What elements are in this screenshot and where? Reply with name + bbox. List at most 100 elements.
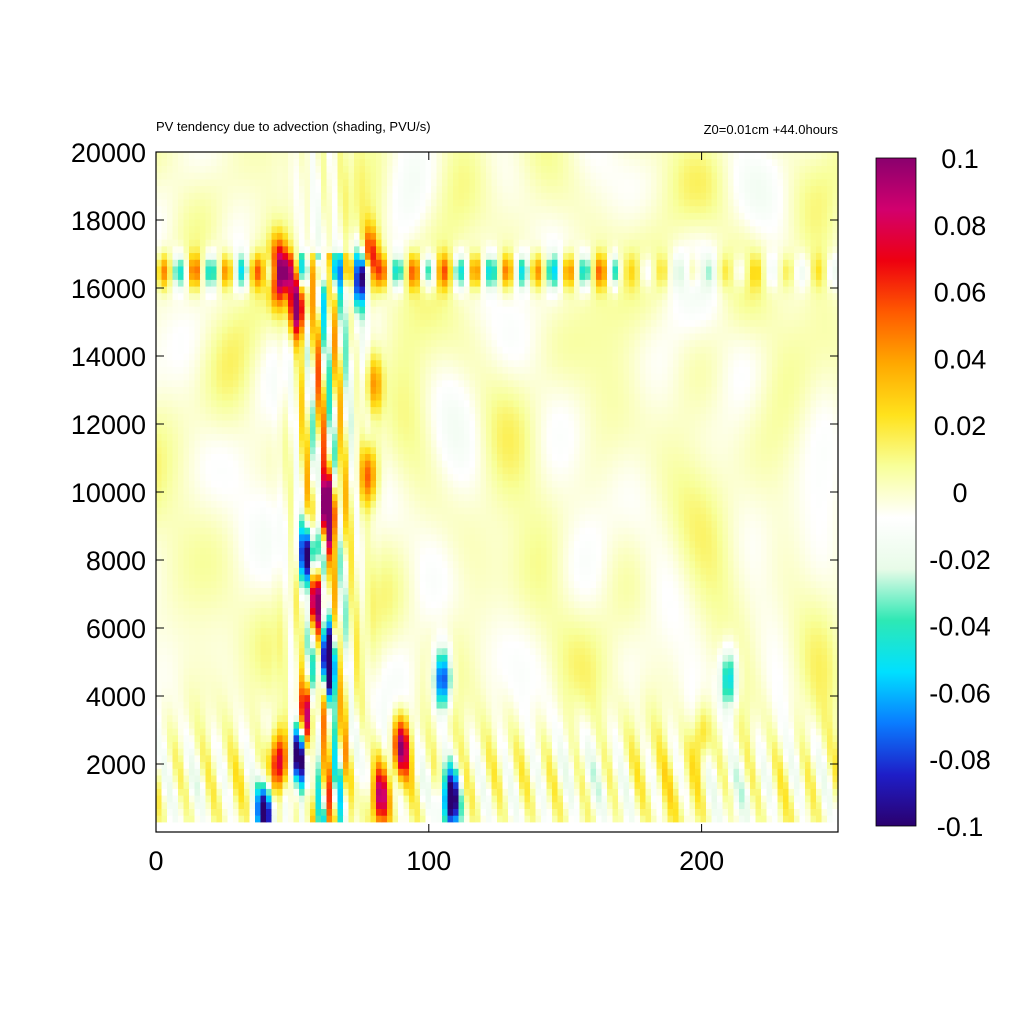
heatmap-cell xyxy=(667,714,674,722)
heatmap-cell xyxy=(579,627,586,635)
heatmap-cell xyxy=(156,594,163,602)
heatmap-cell xyxy=(601,674,608,682)
heatmap-cell xyxy=(409,567,416,575)
heatmap-cell xyxy=(183,748,190,756)
heatmap-cell xyxy=(167,627,174,635)
heatmap-cell xyxy=(398,567,405,575)
heatmap-cell xyxy=(255,754,262,763)
heatmap-cell xyxy=(816,694,823,702)
heatmap-cell xyxy=(607,815,614,823)
heatmap-cell xyxy=(585,687,592,696)
heatmap-cell xyxy=(590,573,597,582)
heatmap-cell xyxy=(645,600,652,609)
heatmap-cell xyxy=(447,600,454,609)
heatmap-cell xyxy=(656,795,663,803)
heatmap-cell xyxy=(431,614,438,622)
heatmap-cell xyxy=(706,580,713,588)
heatmap-cell xyxy=(288,620,295,629)
heatmap-cell xyxy=(282,781,289,789)
heatmap-cell xyxy=(590,801,597,810)
heatmap-cell xyxy=(348,580,355,588)
heatmap-cell xyxy=(502,734,509,743)
heatmap-cell xyxy=(211,815,218,823)
heatmap-cell xyxy=(431,654,438,662)
heatmap-cell xyxy=(552,795,559,803)
heatmap-cell xyxy=(420,560,427,568)
heatmap-cell xyxy=(315,801,322,810)
heatmap-cell xyxy=(332,553,339,562)
heatmap-cell xyxy=(370,560,377,568)
heatmap-cell xyxy=(640,640,647,649)
heatmap-cell xyxy=(172,781,179,789)
heatmap-cell xyxy=(299,573,306,582)
heatmap-cell xyxy=(739,567,746,575)
heatmap-cell xyxy=(216,748,223,756)
heatmap-cell xyxy=(260,620,267,629)
heatmap-cell xyxy=(750,587,757,595)
heatmap-cell xyxy=(200,553,207,562)
heatmap-cell xyxy=(563,567,570,575)
heatmap-cell xyxy=(656,667,663,676)
heatmap-cell xyxy=(442,614,449,622)
heatmap-cell xyxy=(398,674,405,682)
heatmap-cell xyxy=(502,661,509,669)
heatmap-cell xyxy=(414,721,421,729)
heatmap-cell xyxy=(370,654,377,662)
heatmap-cell xyxy=(722,634,729,642)
heatmap-cell xyxy=(585,748,592,756)
heatmap-cell xyxy=(282,587,289,595)
heatmap-cell xyxy=(266,808,273,816)
heatmap-cell xyxy=(794,600,801,609)
heatmap-cell xyxy=(189,748,196,756)
heatmap-cell xyxy=(519,573,526,582)
heatmap-cell xyxy=(227,714,234,722)
heatmap-cell xyxy=(310,640,317,649)
heatmap-cell xyxy=(299,748,306,756)
heatmap-cell xyxy=(348,667,355,676)
heatmap-cell xyxy=(557,761,564,769)
heatmap-cell xyxy=(271,815,278,823)
heatmap-cell xyxy=(431,694,438,702)
heatmap-cell xyxy=(321,774,328,783)
heatmap-cell xyxy=(733,774,740,783)
heatmap-cell xyxy=(717,741,724,749)
heatmap-cell xyxy=(326,781,333,789)
heatmap-cell xyxy=(420,801,427,810)
heatmap-cell xyxy=(821,640,828,649)
heatmap-cell xyxy=(596,808,603,816)
heatmap-cell xyxy=(557,674,564,682)
heatmap-cell xyxy=(700,754,707,763)
heatmap-cell xyxy=(453,815,460,823)
heatmap-cell xyxy=(403,808,410,816)
heatmap-cell xyxy=(546,567,553,575)
heatmap-cell xyxy=(607,788,614,796)
heatmap-cell xyxy=(205,614,212,622)
heatmap-cell xyxy=(552,808,559,816)
heatmap-cell xyxy=(783,714,790,722)
heatmap-cell xyxy=(695,634,702,642)
heatmap-cell xyxy=(557,647,564,655)
heatmap-cell xyxy=(244,667,251,676)
heatmap-cell xyxy=(739,674,746,682)
heatmap-cell xyxy=(700,788,707,796)
heatmap-cell xyxy=(772,687,779,696)
heatmap-cell xyxy=(194,640,201,649)
heatmap-cell xyxy=(750,620,757,629)
heatmap-cell xyxy=(689,553,696,562)
heatmap-cell xyxy=(255,547,262,555)
heatmap-cell xyxy=(447,587,454,595)
heatmap-cell xyxy=(365,721,372,729)
heatmap-cell xyxy=(172,748,179,756)
heatmap-cell xyxy=(502,600,509,609)
heatmap-cell xyxy=(189,694,196,702)
heatmap-cell xyxy=(695,754,702,763)
heatmap-cell xyxy=(403,654,410,662)
heatmap-cell xyxy=(733,553,740,562)
heatmap-cell xyxy=(607,600,614,609)
heatmap-cell xyxy=(161,687,168,696)
heatmap-cell xyxy=(442,681,449,689)
heatmap-cell xyxy=(260,707,267,716)
heatmap-cell xyxy=(508,600,515,609)
heatmap-cell xyxy=(662,701,669,709)
heatmap-cell xyxy=(678,600,685,609)
